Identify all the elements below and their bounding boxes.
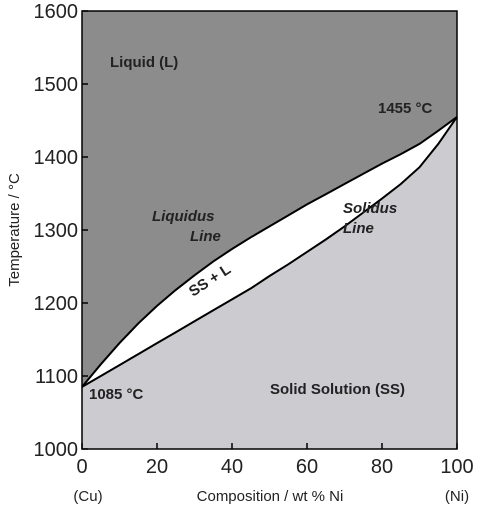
solid-solution-region xyxy=(82,116,457,450)
x-tick-label: 100 xyxy=(440,456,473,478)
x-end-label-cu: (Cu) xyxy=(73,488,102,505)
liquidus-label-line2: Line xyxy=(190,228,221,245)
x-tick-label: 80 xyxy=(371,456,393,478)
y-tick-label: 1600 xyxy=(34,1,79,23)
solidus-line xyxy=(81,116,458,388)
solidus-label-line1: Solidus xyxy=(343,200,397,217)
solid-solution-label: Solid Solution (SS) xyxy=(270,381,405,398)
two-phase-region xyxy=(82,116,457,387)
y-axis: 1000 1100 1200 1300 1400 1500 1600 xyxy=(34,1,88,461)
y-tick-label: 1300 xyxy=(34,220,79,242)
y-tick-label: 1100 xyxy=(35,366,78,388)
y-tick-label: 1500 xyxy=(34,74,79,96)
ni-melting-point-label: 1455 °C xyxy=(378,100,433,117)
y-tick-label: 1200 xyxy=(34,293,79,315)
x-axis: 0 20 40 60 80 100 xyxy=(76,443,474,478)
liquid-label: Liquid (L) xyxy=(110,54,178,71)
cu-melting-point-label: 1085 °C xyxy=(89,386,144,403)
y-tick-label: 1400 xyxy=(34,147,79,169)
liquidus-label-line1: Liquidus xyxy=(152,208,215,225)
regions xyxy=(82,11,457,450)
x-tick-label: 40 xyxy=(221,456,243,478)
y-axis-title: Temperature / °C xyxy=(6,173,23,287)
liquidus-line xyxy=(81,116,458,388)
x-tick-label: 60 xyxy=(296,456,318,478)
x-end-label-ni: (Ni) xyxy=(445,488,469,505)
x-axis-title: Composition / wt % Ni xyxy=(197,488,344,505)
x-tick-label: 20 xyxy=(146,456,168,478)
solidus-label-line2: Line xyxy=(343,220,374,237)
y-tick-label: 1000 xyxy=(34,439,79,461)
x-tick-label: 0 xyxy=(76,456,87,478)
